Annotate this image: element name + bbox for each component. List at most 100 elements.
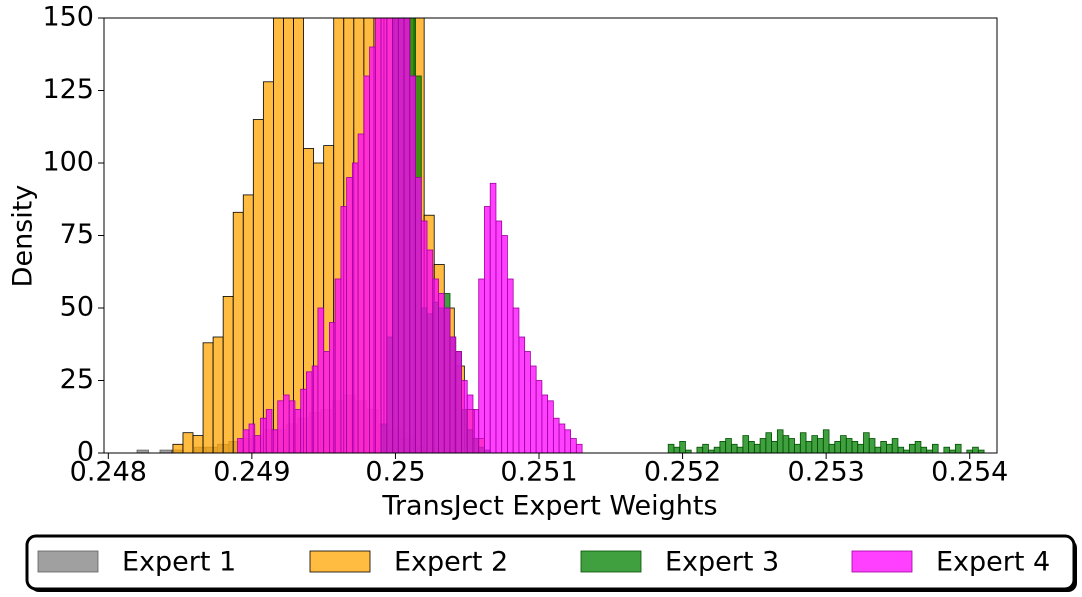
histogram-bar	[782, 435, 790, 453]
histogram-bar	[380, 18, 388, 453]
x-tick-label: 0.249	[213, 457, 290, 488]
histogram-bar	[575, 443, 583, 453]
histogram-bar	[943, 446, 951, 453]
histogram-bar	[822, 429, 830, 453]
histogram-bar	[265, 409, 273, 453]
histogram-bar	[742, 435, 750, 453]
histogram-bar	[449, 336, 457, 453]
histogram-bar	[426, 249, 434, 453]
legend-swatch	[851, 550, 913, 573]
histogram-bar	[880, 440, 887, 453]
histogram-bar	[977, 449, 985, 453]
histogram-bar	[863, 432, 870, 453]
legend-swatch	[309, 550, 371, 573]
legend	[25, 534, 1076, 591]
histogram-bar	[363, 75, 371, 453]
x-tick-label: 0.248	[70, 457, 147, 488]
legend-label: Expert 4	[936, 547, 1050, 578]
histogram-bar	[484, 206, 491, 453]
histogram-bar	[461, 380, 468, 453]
y-tick-label: 0	[77, 437, 94, 468]
histogram-bar	[840, 435, 847, 453]
histogram-bar	[300, 388, 307, 453]
histogram-bar	[748, 440, 755, 453]
histogram-bar	[771, 440, 778, 453]
legend-label: Expert 1	[122, 547, 236, 578]
y-tick-label: 25	[60, 364, 94, 395]
histogram-bar	[788, 438, 795, 453]
histogram-bar	[172, 443, 184, 453]
histogram-bar	[805, 440, 813, 453]
histogram-bar	[192, 435, 204, 453]
histogram-bar	[262, 81, 274, 453]
histogram-bar	[512, 307, 520, 453]
histogram-bar	[541, 394, 549, 453]
y-axis-label: Density	[8, 185, 39, 288]
histogram-bar	[311, 365, 319, 453]
histogram-bar	[136, 449, 149, 453]
histogram-bar	[552, 417, 560, 453]
histogram-bar	[725, 438, 732, 453]
histogram-bar	[260, 417, 267, 453]
histogram-bar	[868, 438, 876, 453]
histogram-bar	[283, 394, 290, 453]
histogram-bar	[794, 443, 801, 453]
histogram-bar	[202, 342, 214, 453]
histogram-bar	[455, 351, 462, 453]
histogram-bar	[369, 46, 376, 453]
histogram-bar	[834, 440, 841, 453]
histogram-bar	[817, 438, 824, 453]
histogram-bar	[776, 429, 784, 453]
histogram-bar	[673, 446, 681, 453]
histogram-bar	[501, 235, 508, 453]
histogram-bar	[558, 423, 566, 453]
y-tick-label: 150	[42, 2, 94, 33]
histogram-bar	[811, 435, 818, 453]
y-tick-label: 50	[60, 292, 94, 323]
histogram-bar	[972, 446, 979, 453]
histogram-bar	[851, 440, 859, 453]
histogram-bar	[886, 443, 893, 453]
histogram-bar	[667, 443, 675, 453]
histogram-bar	[340, 206, 348, 453]
x-tick-label: 0.253	[788, 457, 865, 488]
histogram-bar	[920, 446, 928, 453]
x-tick-label: 0.254	[931, 457, 1008, 488]
histogram-bar	[232, 211, 244, 453]
y-tick-label: 100	[42, 147, 94, 178]
histogram-bar	[334, 278, 342, 453]
histogram-bar	[845, 438, 853, 453]
histogram-bar	[954, 443, 962, 453]
legend-swatch	[37, 550, 99, 573]
histogram-bar	[293, 18, 304, 453]
histogram-bar	[420, 220, 428, 453]
histogram-bar	[713, 446, 721, 453]
x-axis-label: TransJect Expert Weights	[381, 491, 717, 522]
histogram-bar	[547, 400, 554, 453]
histogram-bar	[702, 443, 709, 453]
histogram-bar	[409, 75, 416, 453]
histogram-bar	[237, 438, 244, 453]
y-tick-label: 75	[60, 219, 94, 250]
histogram-bar	[242, 194, 254, 453]
x-tick-label: 0.25	[365, 457, 425, 488]
histogram-bar	[306, 371, 313, 453]
histogram-bar	[891, 438, 899, 453]
histogram-bar	[392, 18, 399, 453]
histogram-bar	[765, 432, 772, 453]
histogram-bar	[495, 220, 503, 453]
histogram-bar	[472, 409, 480, 453]
histogram-bar	[273, 18, 284, 453]
legend-swatch	[580, 550, 642, 573]
histogram-bar	[828, 443, 836, 453]
histogram-bar	[357, 133, 365, 453]
y-tick-label: 125	[42, 74, 94, 105]
histogram-bar	[248, 423, 256, 453]
histogram-bar	[507, 278, 514, 453]
histogram-bar	[685, 449, 692, 453]
histogram-bar	[403, 18, 411, 453]
histogram-bar	[351, 162, 359, 453]
legend-label: Expert 3	[665, 547, 779, 578]
histogram-bar	[466, 394, 474, 453]
histogram-bar	[323, 351, 330, 453]
